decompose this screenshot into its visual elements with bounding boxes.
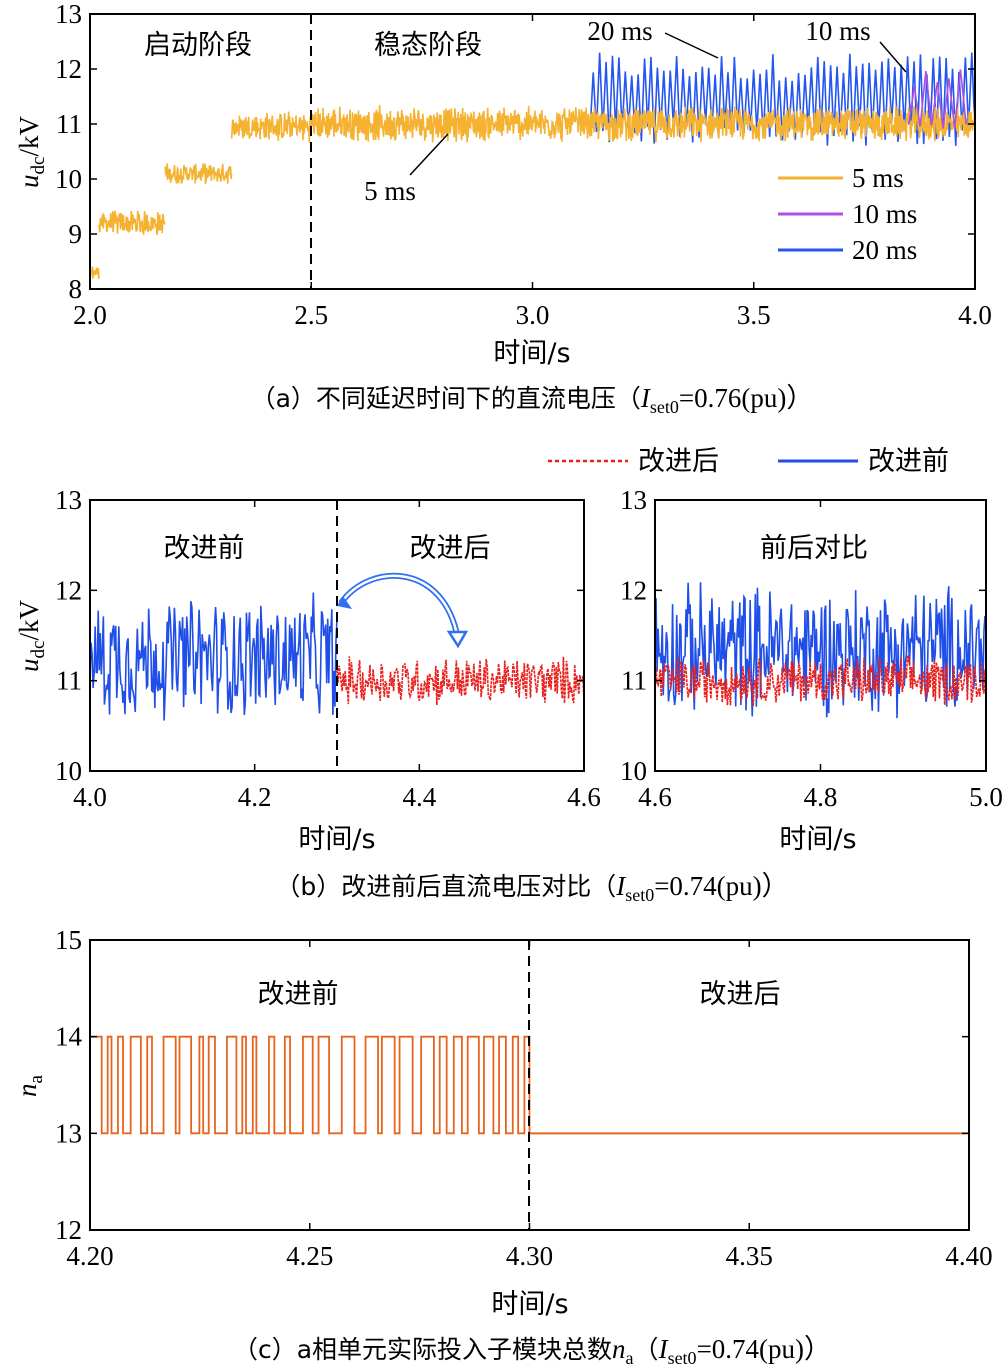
- series-5ms-segment: [98, 210, 166, 236]
- y-tick-label: 14: [55, 1022, 83, 1052]
- y-tick-label: 10: [55, 164, 82, 194]
- chart-a-plot-area: [89, 52, 976, 280]
- x-tick-label: 4.8: [804, 782, 838, 812]
- chart-a-annot-10ms-leader: [879, 41, 907, 73]
- y-tick-label: 8: [69, 274, 83, 304]
- y-tick-label: 13: [55, 1118, 82, 1148]
- y-tick-label: 11: [56, 109, 82, 139]
- chart-b-right-plot-area: [654, 582, 987, 719]
- x-tick-label: 4.4: [402, 782, 436, 812]
- x-tick-label: 3.5: [737, 300, 771, 330]
- y-tick-label: 12: [55, 1215, 82, 1245]
- chart-a-annot-20ms: 20 ms: [587, 16, 652, 46]
- chart-a-annot-5ms: 5 ms: [364, 176, 416, 206]
- x-tick-label: 5.0: [969, 782, 1003, 812]
- y-tick-label: 10: [55, 756, 82, 786]
- series-5ms-segment: [89, 266, 100, 280]
- y-tick-label: 15: [55, 925, 82, 955]
- y-tick-label: 13: [55, 485, 82, 515]
- y-tick-label: 9: [69, 219, 83, 249]
- chart-b-right-label: 前后对比: [760, 533, 868, 564]
- series-after-line: [336, 656, 585, 705]
- chart-a-legend-10ms: 10 ms: [852, 199, 917, 229]
- x-tick-label: 4.6: [638, 782, 672, 812]
- y-tick-label: 11: [621, 666, 647, 696]
- chart-a-annot-20ms-leader: [664, 32, 719, 59]
- series-before-line: [654, 582, 987, 719]
- chart-b-right-ticks: 4.6 4.8 5.0 10 11 12 13: [620, 485, 1003, 812]
- chart-a-ylabel: udc/kV: [14, 116, 49, 188]
- chart-b-ylabel: udc/kV: [14, 600, 49, 672]
- chart-c-ticks: 4.20 4.25 4.30 4.35 4.40 12 13 14 15: [55, 925, 993, 1271]
- chart-a-region-startup: 启动阶段: [144, 30, 252, 61]
- chart-a-annot-5ms-leader: [409, 133, 449, 176]
- series-before-line: [89, 592, 338, 721]
- chart-a-caption: （a）不同延迟时间下的直流电压（Iset0=0.76(pu)）: [251, 383, 814, 417]
- chart-b-right-xlabel: 时间/s: [779, 824, 856, 855]
- x-tick-label: 3.0: [516, 300, 550, 330]
- x-tick-label: 2.0: [73, 300, 107, 330]
- x-tick-label: 4.2: [238, 782, 272, 812]
- chart-c-xlabel: 时间/s: [491, 1289, 568, 1320]
- chart-a-ticks: 2.0 2.5 3.0 3.5 4.0 8 9 10 11 12 13: [55, 0, 992, 330]
- x-tick-label: 4.35: [726, 1241, 773, 1271]
- series-5ms-segment: [310, 105, 976, 143]
- y-tick-label: 12: [55, 575, 82, 605]
- chart-a-annot-10ms: 10 ms: [805, 16, 870, 46]
- chart-b-legend: 改进后 改进前: [548, 446, 949, 477]
- x-tick-label: 2.5: [294, 300, 328, 330]
- x-tick-label: 4.6: [567, 782, 601, 812]
- series-10ms-line: [907, 69, 967, 129]
- chart-b-left-plot-area: [89, 592, 585, 721]
- y-tick-label: 12: [55, 54, 82, 84]
- series-5ms-segment: [164, 163, 233, 185]
- series-after-line: [654, 654, 987, 706]
- chart-a-legend-20ms: 20 ms: [852, 235, 917, 265]
- chart-c-label-after: 改进后: [700, 979, 781, 1010]
- chart-c-ylabel: na: [12, 1074, 47, 1097]
- series-na-switching: [90, 1035, 531, 1135]
- x-tick-label: 4.0: [73, 782, 107, 812]
- chart-c: 4.20 4.25 4.30 4.35 4.40 12 13 14 15 改进前 改进后 时间/…: [12, 925, 993, 1368]
- chart-a-xlabel: 时间/s: [493, 338, 570, 369]
- x-tick-label: 4.0: [958, 300, 992, 330]
- chart-b-caption: （b）改进前后直流电压对比（Iset0=0.74(pu)）: [275, 871, 788, 905]
- y-tick-label: 13: [620, 485, 647, 515]
- chart-c-label-before: 改进前: [258, 979, 339, 1010]
- x-tick-label: 4.30: [506, 1241, 553, 1271]
- chart-a-legend: 5 ms 10 ms 20 ms: [762, 158, 967, 270]
- series-5ms-segment: [230, 111, 313, 143]
- chart-b-left-ticks: 4.0 4.2 4.4 4.6 10 11 12 13: [55, 485, 601, 812]
- y-tick-label: 12: [620, 575, 647, 605]
- x-tick-label: 4.20: [66, 1241, 113, 1271]
- chart-b-left-label-after: 改进后: [410, 533, 491, 564]
- chart-c-plot-area: [90, 1035, 969, 1135]
- chart-b-left-xlabel: 时间/s: [298, 824, 375, 855]
- chart-a: 2.0 2.5 3.0 3.5 4.0 8 9 10 11 12 13 启动阶段 稳态阶段 20 m…: [14, 0, 992, 417]
- y-tick-label: 13: [55, 0, 82, 29]
- chart-a-legend-5ms: 5 ms: [852, 163, 904, 193]
- chart-b-legend-before: 改进前: [868, 446, 949, 477]
- y-tick-label: 10: [620, 756, 647, 786]
- chart-a-region-steady: 稳态阶段: [374, 30, 482, 61]
- x-tick-label: 4.25: [286, 1241, 333, 1271]
- chart-c-caption: （c）a相单元实际投入子模块总数na（Iset0=0.74(pu)）: [233, 1334, 831, 1368]
- chart-b-legend-after: 改进后: [638, 446, 719, 477]
- x-tick-label: 4.40: [945, 1241, 992, 1271]
- chart-b-left-label-before: 改进前: [164, 533, 245, 564]
- y-tick-label: 11: [56, 666, 82, 696]
- chart-b-arrow: [337, 572, 469, 649]
